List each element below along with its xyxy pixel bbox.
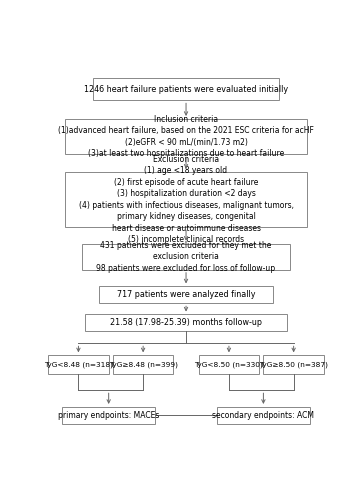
FancyBboxPatch shape	[113, 356, 174, 374]
FancyBboxPatch shape	[48, 356, 109, 374]
Text: TyG≥8.48 (n=399): TyG≥8.48 (n=399)	[109, 362, 178, 368]
Text: primary endpoints: MACEs: primary endpoints: MACEs	[58, 411, 159, 420]
FancyBboxPatch shape	[264, 356, 324, 374]
Text: TyG<8.50 (n=330): TyG<8.50 (n=330)	[195, 362, 264, 368]
FancyBboxPatch shape	[65, 119, 307, 154]
FancyBboxPatch shape	[99, 286, 273, 304]
Text: 21.58 (17.98-25.39) months follow-up: 21.58 (17.98-25.39) months follow-up	[110, 318, 262, 328]
FancyBboxPatch shape	[217, 407, 310, 424]
Text: secondary endpoints: ACM: secondary endpoints: ACM	[212, 411, 314, 420]
Text: TyG<8.48 (n=318): TyG<8.48 (n=318)	[44, 362, 113, 368]
Text: 1246 heart failure patients were evaluated initially: 1246 heart failure patients were evaluat…	[84, 85, 288, 94]
FancyBboxPatch shape	[65, 172, 307, 228]
FancyBboxPatch shape	[199, 356, 259, 374]
FancyBboxPatch shape	[93, 78, 279, 100]
Text: TyG≥8.50 (n=387): TyG≥8.50 (n=387)	[259, 362, 328, 368]
Text: Inclusion criteria
(1)advanced heart failure, based on the 2021 ESC criteria for: Inclusion criteria (1)advanced heart fai…	[58, 115, 314, 158]
Text: 431 patients were excluded for they met the
exclusion criteria
98 patients were : 431 patients were excluded for they met …	[97, 241, 276, 272]
Text: 717 patients were analyzed finally: 717 patients were analyzed finally	[117, 290, 255, 300]
FancyBboxPatch shape	[62, 407, 155, 424]
FancyBboxPatch shape	[85, 314, 287, 332]
Text: Exclusion criteria
(1) age <18 years old
(2) first episode of acute heart failur: Exclusion criteria (1) age <18 years old…	[78, 155, 294, 244]
FancyBboxPatch shape	[82, 244, 290, 270]
